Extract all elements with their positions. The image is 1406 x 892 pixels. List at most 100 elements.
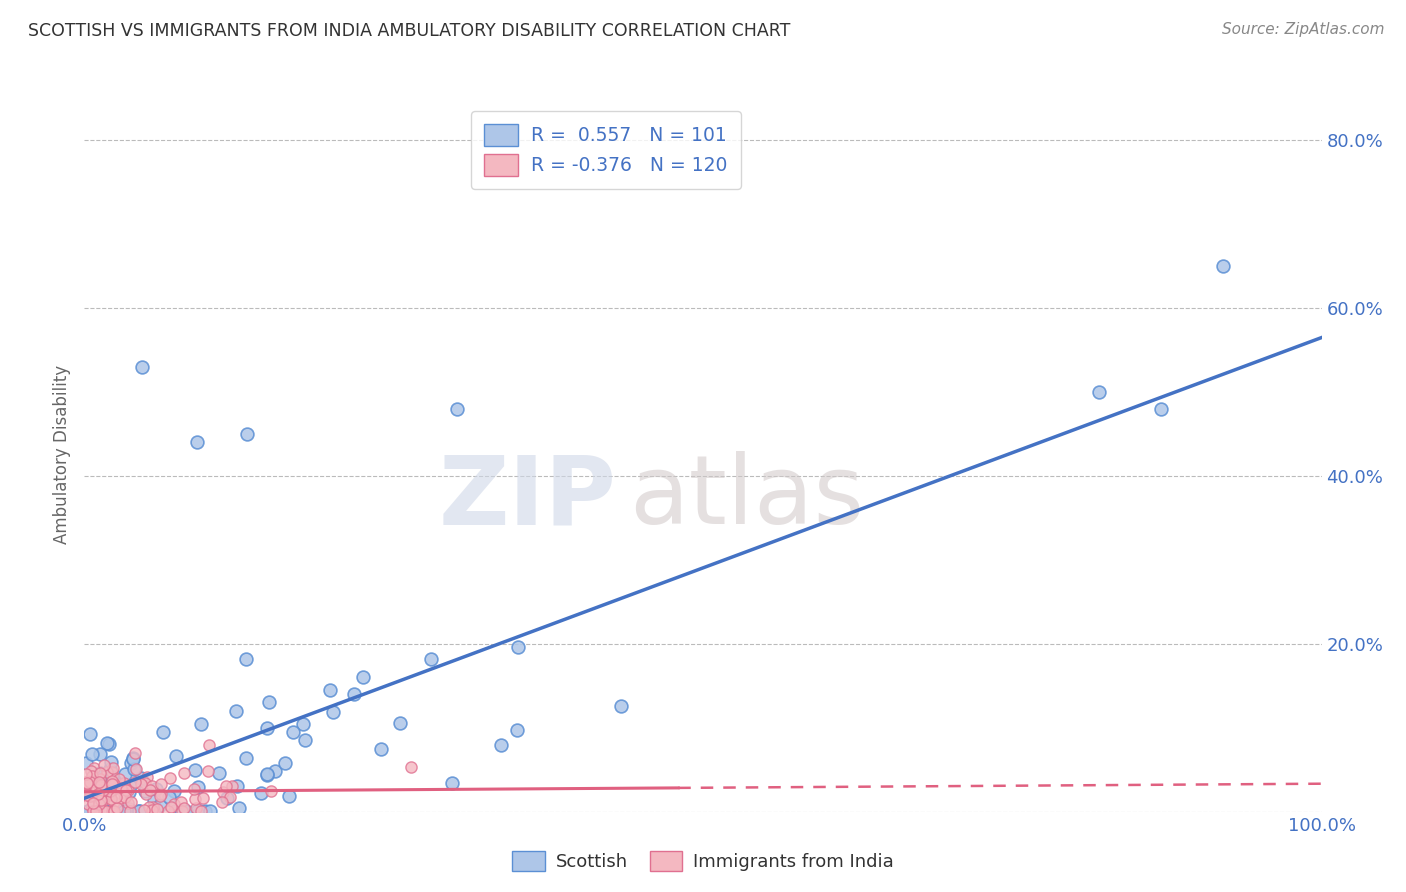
Point [103,780,125,794]
Point [91,793,114,807]
Point [83,775,105,789]
Point [250,786,273,800]
Point [100,755,122,769]
Point [1212,259,1234,273]
Point [191,791,214,805]
Point [75,767,97,781]
Point [111,778,134,792]
Point [294,732,316,747]
Point [120,779,142,793]
Point [256,721,278,735]
Point [100,770,122,784]
Point [89,772,111,786]
Point [84,804,107,818]
Point [172,804,194,818]
Point [93,783,115,797]
Point [197,764,219,778]
Point [184,791,207,805]
Point [149,797,172,812]
Point [173,800,195,814]
Point [79,789,101,803]
Point [139,782,162,797]
Point [87,780,110,795]
Point [228,801,250,815]
Point [90,793,112,807]
Point [134,784,156,798]
Point [98,787,121,801]
Point [157,804,180,818]
Point [260,784,283,798]
Point [283,724,305,739]
Point [142,800,165,814]
Point [115,804,138,818]
Point [135,770,157,784]
Point [235,751,257,765]
Point [215,779,238,793]
Point [141,803,163,817]
Point [87,786,110,800]
Point [103,804,125,818]
Point [87,790,110,805]
Point [76,784,98,798]
Point [96,780,118,795]
Point [190,804,212,818]
Point [1150,401,1173,416]
Point [76,804,98,818]
Point [491,738,513,752]
Point [79,804,101,818]
Point [108,791,131,805]
Point [75,778,97,792]
Point [173,765,195,780]
Point [83,761,105,775]
Text: Source: ZipAtlas.com: Source: ZipAtlas.com [1222,22,1385,37]
Point [100,777,122,791]
Point [105,789,128,804]
Point [198,804,221,818]
Point [122,752,145,766]
Point [212,785,235,799]
Point [90,781,112,796]
Point [118,802,141,816]
Point [100,765,122,780]
Point [93,757,115,772]
Point [94,804,117,818]
Point [93,804,115,818]
Point [236,426,259,441]
Point [235,652,257,666]
Point [110,781,132,796]
Point [609,699,631,714]
Point [112,781,135,796]
Point [94,804,117,818]
Point [80,799,103,814]
Point [122,751,145,765]
Point [225,779,247,793]
Point [89,776,111,790]
Point [343,687,366,701]
Point [118,784,141,798]
Point [76,789,98,803]
Point [76,775,98,789]
Point [1088,384,1111,399]
Point [83,804,105,818]
Legend: R =  0.557   N = 101, R = -0.376   N = 120: R = 0.557 N = 101, R = -0.376 N = 120 [471,112,741,189]
Text: ZIP: ZIP [439,451,616,544]
Point [91,770,114,784]
Point [111,785,134,799]
Point [80,764,103,779]
Point [198,738,221,752]
Point [90,804,112,818]
Point [91,783,114,797]
Point [89,775,111,789]
Point [141,780,163,794]
Point [352,670,374,684]
Point [80,804,103,818]
Point [80,782,103,797]
Point [131,359,153,374]
Point [370,741,392,756]
Point [77,785,100,799]
Point [186,804,208,818]
Point [75,780,97,794]
Point [124,774,146,789]
Point [115,804,138,818]
Point [129,772,152,786]
